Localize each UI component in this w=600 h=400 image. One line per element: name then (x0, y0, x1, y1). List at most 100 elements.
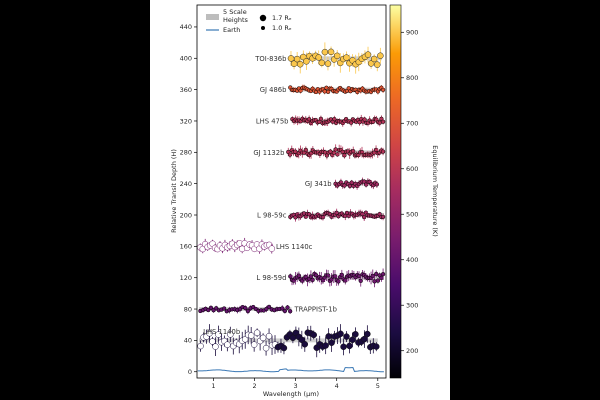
data-point (364, 51, 372, 58)
data-point (374, 182, 380, 187)
x-tick-label: 2 (252, 382, 256, 390)
scale-height-band (199, 338, 378, 343)
data-point (340, 343, 347, 351)
data-point (262, 344, 270, 352)
data-point (349, 180, 354, 185)
y-tick-label: 120 (180, 274, 192, 282)
colorbar-tick-label: 200 (406, 347, 418, 355)
data-point (377, 52, 384, 59)
data-point (322, 342, 329, 349)
data-point (303, 147, 308, 153)
legend-size-large-marker (259, 14, 267, 22)
y-tick-label: 240 (180, 180, 192, 188)
data-point (380, 149, 386, 154)
data-point (318, 116, 324, 121)
data-point (250, 341, 258, 348)
colorbar-tick-label: 300 (406, 302, 418, 310)
legend-scale-height-line2: Heights (223, 16, 248, 24)
x-tick-label: 3 (294, 382, 298, 390)
legend-size-small-marker (261, 26, 265, 30)
planet-labels: TOI-836b GJ 486b LHS 475b GJ 1132b GJ 341b L … (203, 55, 337, 336)
scale-height-bands (199, 56, 384, 343)
planet-label: GJ 341b (305, 180, 332, 188)
data-point (206, 307, 211, 313)
y-tick-label: 440 (180, 23, 192, 31)
data-point (339, 272, 345, 278)
data-point (285, 305, 290, 310)
colorbar-tick-label: 900 (406, 29, 418, 37)
y-axis-label: Relative Transit Depth (H) (170, 149, 178, 233)
data-point (343, 54, 350, 61)
data-point (268, 245, 276, 252)
data-point (324, 85, 329, 90)
data-point (224, 341, 231, 348)
earth-line (197, 366, 384, 373)
data-point (362, 215, 367, 220)
data-point (372, 279, 377, 284)
data-point (375, 278, 381, 283)
data-point (287, 55, 295, 62)
data-point (287, 152, 293, 157)
data-point (335, 152, 340, 157)
colorbar-tick-label: 600 (406, 165, 418, 173)
planet-label: LHS 475b (256, 117, 289, 125)
data-point (243, 305, 248, 311)
data-point (340, 149, 345, 155)
x-tick-label: 1 (211, 382, 215, 390)
data-point (325, 89, 331, 95)
colorbar-label: Equilibrium Temperature (K) (431, 145, 439, 236)
data-point (362, 117, 367, 122)
data-point (253, 329, 261, 336)
data-point (318, 59, 326, 67)
data-point (197, 342, 204, 350)
data-point (301, 341, 309, 348)
data-point (380, 214, 386, 220)
colorbar-tick-label: 500 (406, 211, 418, 219)
data-point (206, 330, 213, 337)
data-point (358, 278, 363, 283)
data-point (364, 330, 371, 338)
axes-ticks: 1 2 3 4 5 0 40 80 120 160 200 240 280 320 360 400 440 (180, 23, 380, 390)
data-point (374, 61, 381, 68)
data-point (247, 332, 255, 339)
legend-scale-height-swatch (206, 14, 219, 20)
data-point (328, 339, 335, 346)
colorbar-tick-label: 400 (406, 256, 418, 264)
data-point (208, 305, 214, 310)
data-point (327, 48, 335, 56)
x-tick-label: 5 (376, 382, 380, 390)
data-point (352, 331, 359, 338)
data-point (324, 60, 332, 67)
legend-earth-label: Earth (223, 26, 240, 34)
data-point (321, 48, 329, 56)
planet-label: TOI-836b (254, 55, 286, 63)
x-tick-label: 4 (335, 382, 339, 390)
y-tick-label: 40 (184, 337, 192, 345)
data-point (315, 54, 322, 61)
x-axis-label: Wavelength (μm) (263, 390, 319, 398)
y-tick-label: 80 (184, 305, 192, 313)
y-tick-label: 280 (180, 149, 192, 157)
colorbar-gradient (389, 4, 402, 379)
y-tick-label: 320 (180, 117, 192, 125)
colorbar-tick-label: 800 (406, 74, 418, 82)
data-point (221, 306, 227, 311)
y-tick-label: 400 (180, 55, 192, 63)
data-points (197, 42, 386, 358)
data-point (303, 58, 310, 65)
data-point (322, 89, 327, 94)
y-tick-label: 0 (188, 368, 192, 376)
planet-label: TRAPPIST-1b (294, 306, 337, 314)
data-point (282, 308, 288, 314)
data-point (259, 334, 267, 342)
data-point (306, 117, 312, 122)
data-point (280, 306, 285, 311)
data-point (333, 52, 341, 60)
data-point (265, 332, 273, 340)
data-point (227, 331, 234, 338)
data-point (351, 149, 356, 154)
data-point (380, 87, 386, 92)
data-point (336, 279, 341, 284)
data-point (332, 116, 337, 122)
